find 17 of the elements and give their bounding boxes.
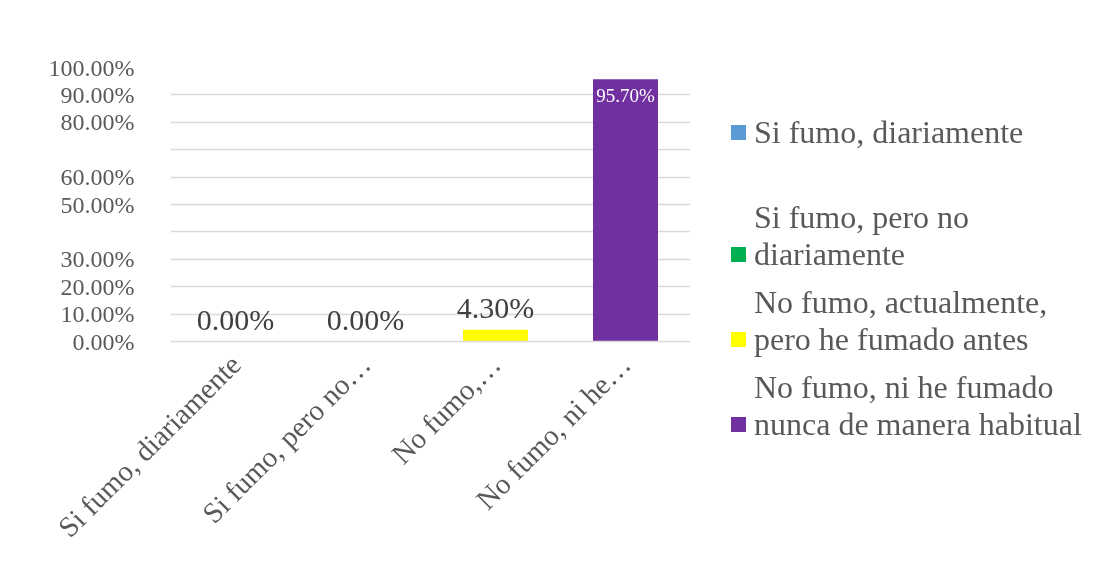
- y-tick-label: 30.00%: [60, 246, 135, 273]
- data-label: 95.70%: [596, 85, 655, 107]
- data-label: 4.30%: [456, 290, 535, 324]
- legend-label: No fumo, ni he fumado nunca de manera habitual: [754, 369, 1083, 443]
- legend-label: No fumo, actualmente, pero he fumado antes: [754, 284, 1049, 358]
- legend-label: Si fumo, pero no diariamente: [754, 199, 971, 273]
- legend-label: Si fumo, diariamente: [754, 114, 1025, 151]
- y-tick-label: 50.00%: [60, 191, 135, 218]
- y-tick-label: 90.00%: [60, 81, 135, 108]
- y-tick-label: 60.00%: [60, 164, 135, 191]
- y-tick-label: 100.00%: [48, 54, 135, 81]
- data-label: 0.00%: [326, 302, 405, 336]
- data-label: 0.00%: [196, 302, 275, 336]
- y-tick-label: 80.00%: [60, 109, 135, 136]
- y-tick-label: 20.00%: [60, 273, 135, 300]
- y-tick-label: 10.00%: [60, 301, 135, 328]
- y-tick-label: 0.00%: [72, 328, 135, 355]
